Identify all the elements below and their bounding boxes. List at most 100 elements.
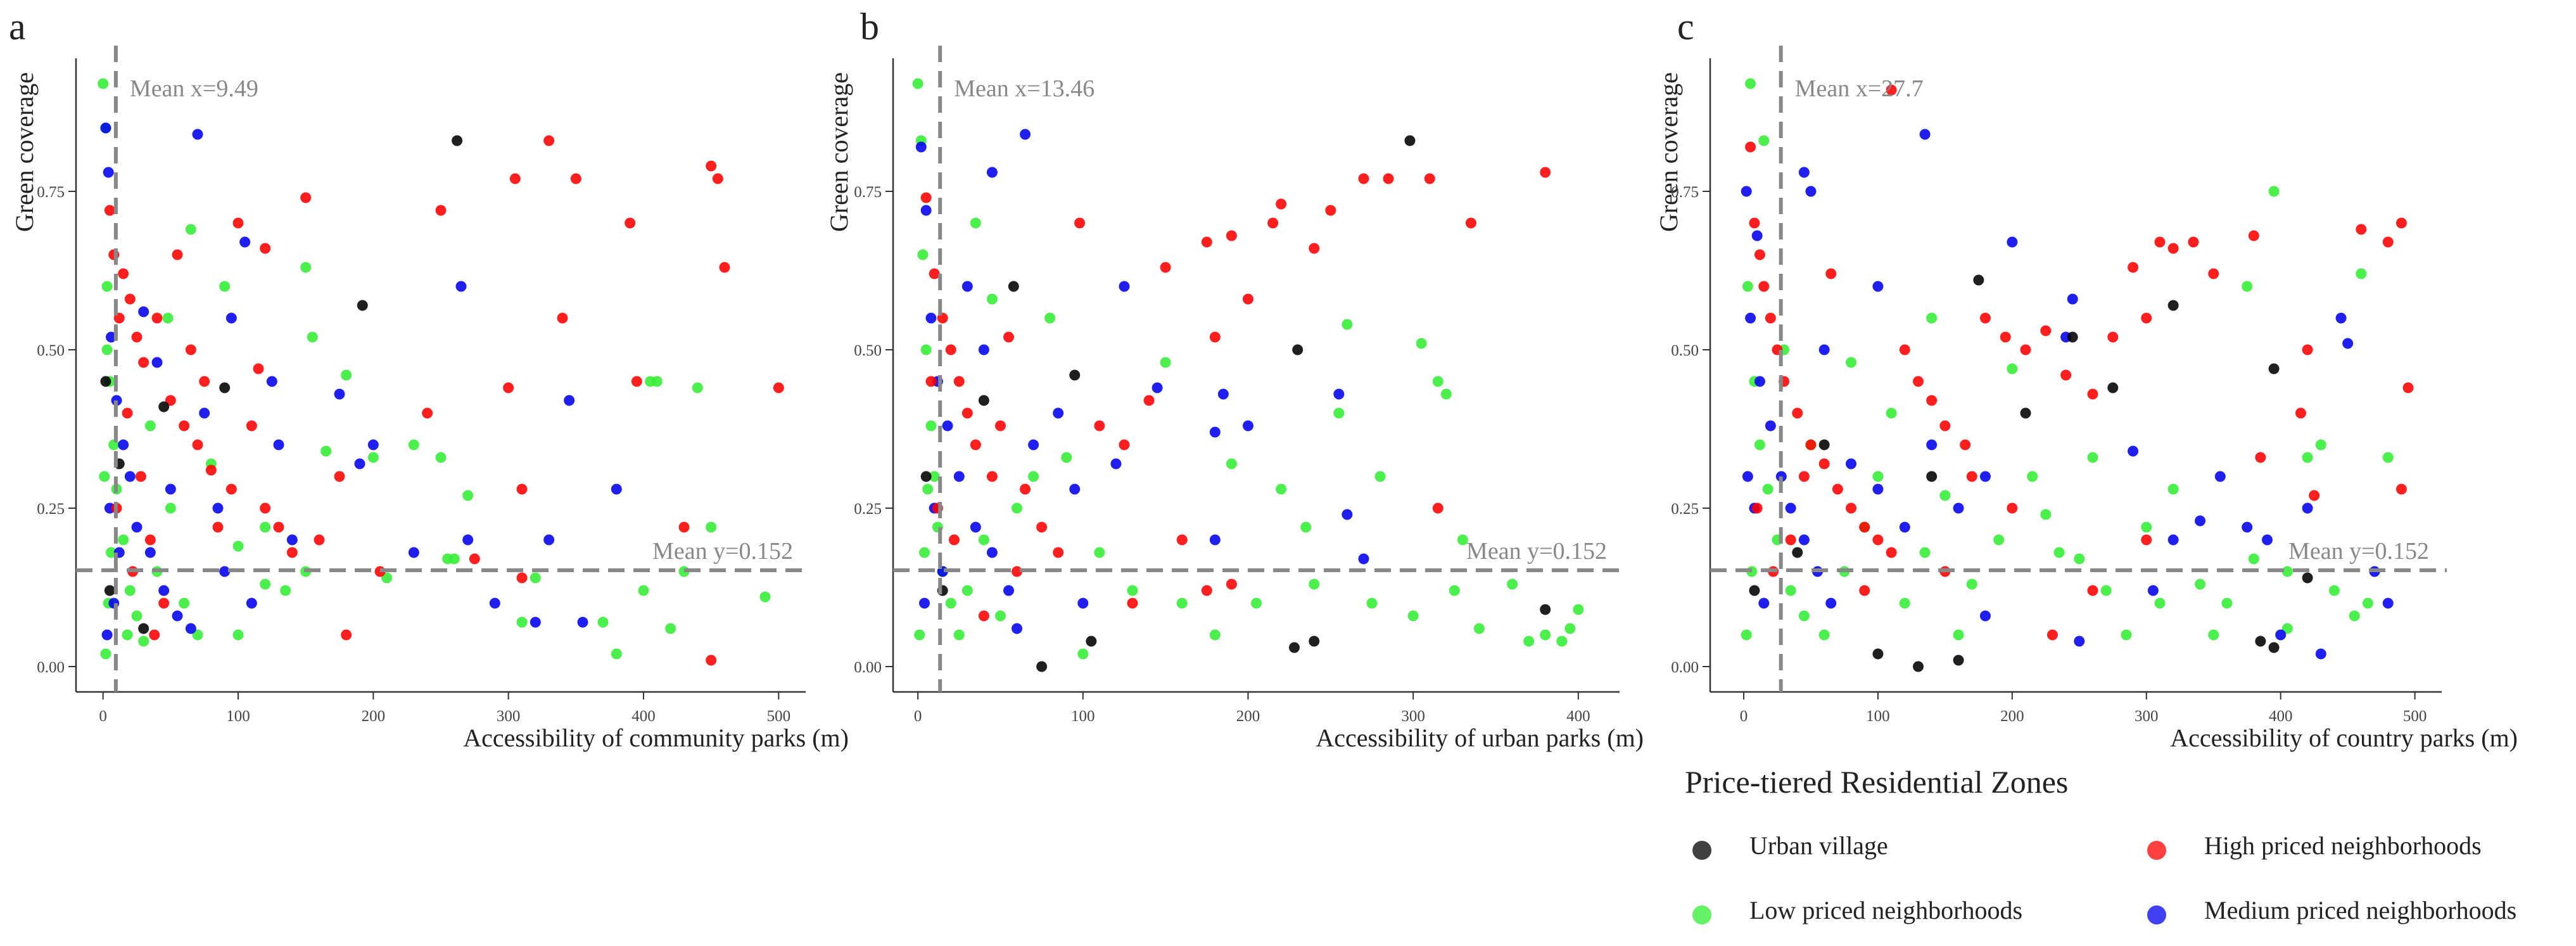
point-urban-village — [1792, 547, 1803, 558]
point-low-priced-neighborhoods — [945, 598, 956, 609]
point-low-priced-neighborhoods — [1556, 636, 1568, 647]
point-low-priced-neighborhoods — [2328, 585, 2340, 596]
y-tick-label: 0.25 — [854, 501, 882, 518]
point-high-priced-neighborhoods — [1818, 458, 1830, 470]
point-low-priced-neighborhoods — [970, 217, 981, 229]
point-high-priced-neighborhoods — [706, 160, 717, 172]
point-low-priced-neighborhoods — [367, 452, 379, 463]
y-tick-label: 0.50 — [1671, 342, 1699, 359]
point-medium-priced-neighborhoods — [915, 141, 927, 153]
point-high-priced-neighborhoods — [1036, 521, 1048, 533]
point-low-priced-neighborhoods — [100, 648, 111, 660]
point-low-priced-neighborhoods — [435, 452, 447, 463]
point-low-priced-neighborhoods — [185, 224, 196, 235]
point-high-priced-neighborhoods — [1785, 534, 1796, 546]
point-high-priced-neighborhoods — [1309, 243, 1320, 254]
point-urban-village — [158, 401, 170, 412]
point-high-priced-neighborhoods — [1276, 198, 1287, 210]
point-low-priced-neighborhoods — [341, 369, 352, 381]
point-high-priced-neighborhoods — [2302, 344, 2313, 355]
point-urban-village — [452, 135, 463, 146]
point-low-priced-neighborhoods — [1872, 471, 1884, 482]
point-high-priced-neighborhoods — [2188, 236, 2199, 248]
point-high-priced-neighborhoods — [1540, 167, 1551, 178]
x-axis-title-a: Accessibility of community parks (m) — [463, 724, 849, 752]
point-medium-priced-neighborhoods — [1110, 458, 1122, 470]
point-medium-priced-neighborhoods — [131, 521, 143, 533]
x-tick-label: 300 — [497, 708, 521, 725]
point-low-priced-neighborhoods — [1276, 483, 1287, 495]
point-high-priced-neighborhoods — [172, 249, 183, 260]
point-medium-priced-neighborhoods — [286, 534, 298, 546]
panel-label-a: a — [9, 6, 26, 48]
point-high-priced-neighborhoods — [1074, 217, 1086, 229]
point-medium-priced-neighborhoods — [1209, 426, 1221, 438]
point-high-priced-neighborhoods — [158, 598, 170, 609]
point-medium-priced-neighborhoods — [2214, 471, 2226, 482]
y-tick-label: 0.75 — [37, 184, 65, 201]
point-high-priced-neighborhoods — [212, 521, 224, 533]
x-tick-label: 0 — [99, 708, 107, 725]
point-high-priced-neighborhoods — [225, 483, 237, 495]
point-low-priced-neighborhoods — [2040, 509, 2052, 520]
point-medium-priced-neighborhoods — [2128, 445, 2139, 457]
point-high-priced-neighborhoods — [516, 483, 528, 495]
point-high-priced-neighborhoods — [334, 471, 345, 482]
point-urban-village — [357, 300, 368, 311]
x-tick-label: 300 — [1401, 708, 1425, 725]
point-low-priced-neighborhoods — [105, 547, 117, 558]
point-high-priced-neighborhoods — [2000, 331, 2011, 343]
panel-label-b: b — [860, 6, 879, 48]
point-medium-priced-neighborhoods — [2302, 502, 2313, 514]
point-medium-priced-neighborhoods — [1765, 420, 1776, 431]
point-low-priced-neighborhoods — [232, 629, 244, 641]
point-medium-priced-neighborhoods — [2074, 636, 2085, 647]
point-high-priced-neighborhoods — [1176, 534, 1188, 546]
point-low-priced-neighborhoods — [1251, 598, 1262, 609]
point-medium-priced-neighborhoods — [2242, 521, 2253, 533]
point-high-priced-neighborhoods — [706, 655, 717, 666]
point-low-priced-neighborhoods — [1818, 629, 1830, 641]
point-low-priced-neighborhoods — [2053, 547, 2065, 558]
point-high-priced-neighborhoods — [118, 268, 129, 279]
point-high-priced-neighborhoods — [978, 610, 989, 622]
point-medium-priced-neighborhoods — [1754, 376, 1765, 387]
point-low-priced-neighborhoods — [1564, 623, 1576, 634]
point-low-priced-neighborhoods — [2100, 585, 2112, 596]
point-medium-priced-neighborhoods — [564, 395, 575, 406]
point-medium-priced-neighborhoods — [138, 306, 149, 317]
point-high-priced-neighborhoods — [994, 420, 1006, 431]
x-tick-label: 400 — [631, 708, 656, 725]
point-low-priced-neighborhoods — [1993, 534, 2005, 546]
point-medium-priced-neighborhoods — [543, 534, 555, 546]
point-high-priced-neighborhoods — [260, 502, 271, 514]
point-medium-priced-neighborhoods — [1846, 458, 1857, 470]
mean-y-label: Mean y=0.152 — [1466, 538, 1607, 565]
point-medium-priced-neighborhoods — [1798, 534, 1810, 546]
point-low-priced-neighborhoods — [1342, 319, 1353, 330]
point-low-priced-neighborhoods — [922, 483, 934, 495]
point-high-priced-neighborhoods — [1886, 547, 1897, 558]
point-high-priced-neighborhoods — [1745, 141, 1756, 153]
point-high-priced-neighborhoods — [435, 205, 447, 216]
point-low-priced-neighborhoods — [219, 281, 231, 292]
point-high-priced-neighborhoods — [151, 312, 163, 324]
y-axis-title-c: Green coverage — [1654, 72, 1683, 232]
point-high-priced-neighborhoods — [945, 344, 956, 355]
point-high-priced-neighborhoods — [1160, 262, 1171, 273]
point-low-priced-neighborhoods — [597, 617, 609, 628]
point-low-priced-neighborhoods — [1939, 490, 1951, 501]
point-urban-village — [1749, 585, 1760, 596]
point-high-priced-neighborhoods — [185, 344, 196, 355]
legend-marker-high-priced — [2147, 841, 2166, 860]
point-low-priced-neighborhoods — [1176, 598, 1188, 609]
point-low-priced-neighborhoods — [2007, 363, 2018, 374]
point-low-priced-neighborhoods — [462, 490, 474, 501]
point-high-priced-neighborhoods — [625, 217, 636, 229]
point-medium-priced-neighborhoods — [920, 205, 932, 216]
point-low-priced-neighborhoods — [2141, 521, 2152, 533]
point-high-priced-neighborhoods — [122, 407, 133, 419]
point-medium-priced-neighborhoods — [266, 376, 277, 387]
point-medium-priced-neighborhoods — [118, 439, 129, 451]
point-medium-priced-neighborhoods — [1028, 439, 1039, 451]
